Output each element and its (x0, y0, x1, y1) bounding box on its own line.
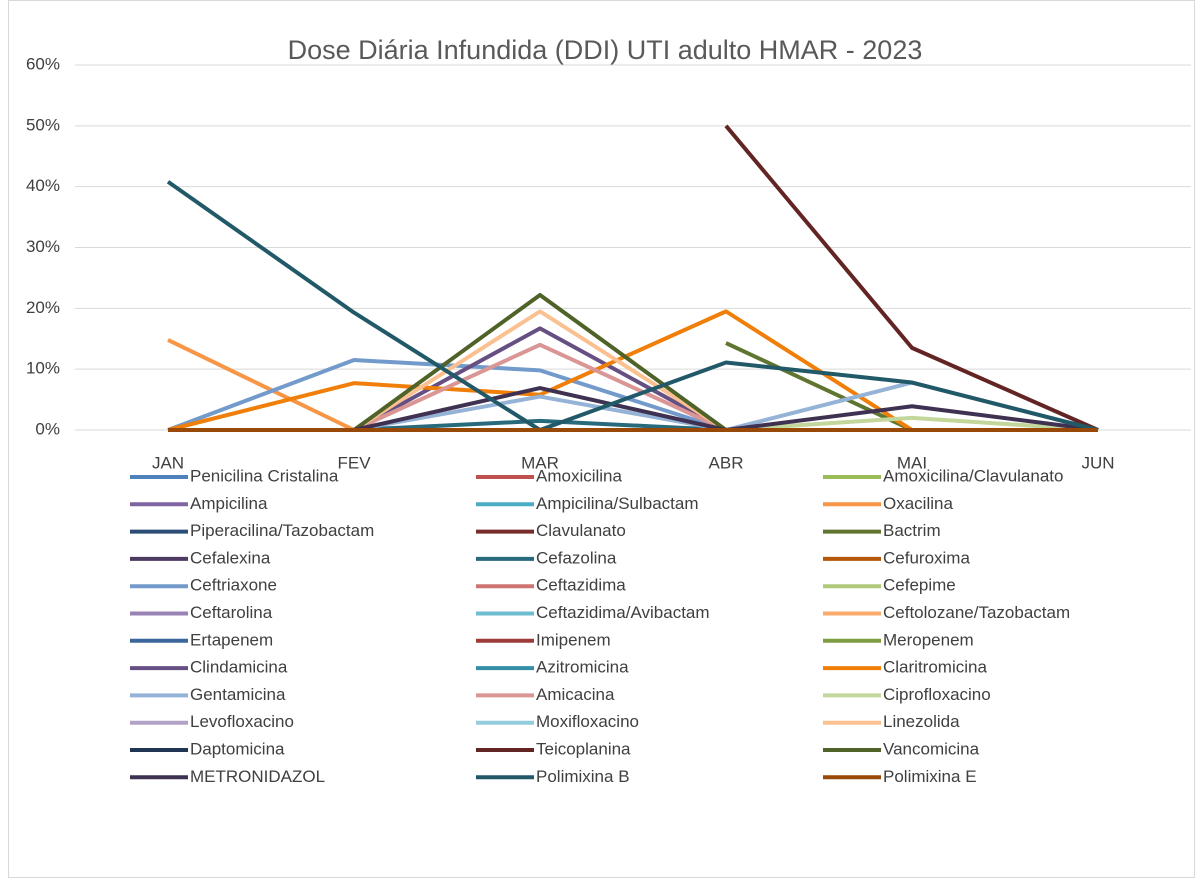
y-tick-label: 10% (26, 359, 60, 378)
legend-label: Ertapenem (190, 630, 273, 649)
legend-label: Gentamicina (190, 685, 286, 704)
series-line (725, 341, 913, 432)
x-tick-label: ABR (709, 453, 744, 472)
legend-label: Piperacilina/Tazobactam (190, 521, 374, 540)
legend-label: Amoxicilina/Clavulanato (883, 466, 1063, 485)
legend-label: Ceftriaxone (190, 576, 277, 595)
legend-label: Amicacina (536, 685, 615, 704)
series-line (724, 124, 1099, 432)
y-tick-label: 30% (26, 237, 60, 256)
legend-label: Vancomicina (883, 739, 980, 758)
legend-label: Polimixina E (883, 767, 977, 786)
y-tick-label: 0% (35, 419, 60, 438)
legend-label: Teicoplanina (536, 739, 631, 758)
x-tick-label: MAR (521, 453, 559, 472)
chart-title: Dose Diária Infundida (DDI) UTI adulto H… (288, 35, 923, 65)
y-tick-label: 50% (26, 115, 60, 134)
y-tick-label: 40% (26, 176, 60, 195)
legend-label: Ceftarolina (190, 603, 273, 622)
x-tick-label: JUN (1081, 453, 1114, 472)
chart-frame (8, 0, 1195, 878)
legend-label: Azitromicina (536, 658, 629, 677)
legend-label: Ciprofloxacino (883, 685, 991, 704)
y-tick-label: 60% (26, 54, 60, 73)
legend-label: Cefuroxima (883, 548, 970, 567)
legend-label: Claritromicina (883, 658, 987, 677)
legend-label: Penicilina Cristalina (190, 466, 339, 485)
legend-label: Levofloxacino (190, 712, 294, 731)
legend-label: Clindamicina (190, 658, 288, 677)
legend-label: Ceftazidima/Avibactam (536, 603, 710, 622)
legend-label: Polimixina B (536, 767, 630, 786)
legend-label: Cefazolina (536, 548, 617, 567)
legend-label: Linezolida (883, 712, 960, 731)
legend-label: Oxacilina (883, 494, 953, 513)
y-tick-label: 20% (26, 298, 60, 317)
legend-label: METRONIDAZOL (190, 767, 325, 786)
x-tick-label: FEV (337, 453, 371, 472)
x-tick-label: MAI (897, 453, 927, 472)
legend-label: Ampicilina/Sulbactam (536, 494, 699, 513)
x-tick-label: JAN (152, 453, 184, 472)
legend-label: Ceftazidima (536, 576, 626, 595)
legend-label: Bactrim (883, 521, 941, 540)
series-line (166, 180, 1099, 432)
legend-label: Imipenem (536, 630, 611, 649)
legend-label: Moxifloxacino (536, 712, 639, 731)
legend-label: Ceftolozane/Tazobactam (883, 603, 1070, 622)
legend-label: Cefepime (883, 576, 956, 595)
legend-label: Amoxicilina (536, 466, 623, 485)
legend-label: Daptomicina (190, 739, 285, 758)
legend-label: Ampicilina (190, 494, 268, 513)
legend-label: Meropenem (883, 630, 974, 649)
legend-label: Clavulanato (536, 521, 626, 540)
legend-label: Cefalexina (190, 548, 271, 567)
